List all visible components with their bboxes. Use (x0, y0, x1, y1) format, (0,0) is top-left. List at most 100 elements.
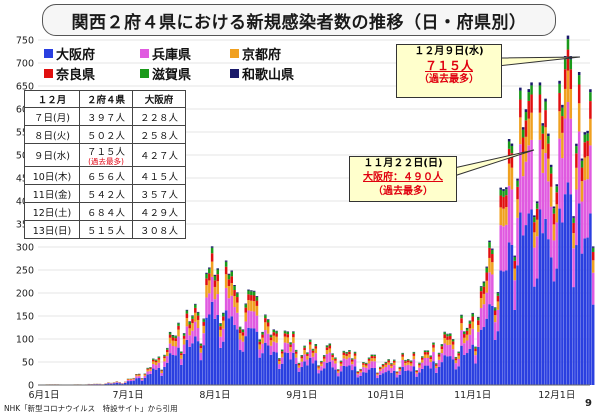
bar-segment (325, 362, 329, 385)
bar-segment (213, 286, 217, 300)
bar-segment (174, 338, 177, 342)
bar-segment (561, 107, 564, 117)
bar-segment (191, 315, 194, 317)
bar-segment (591, 260, 595, 273)
bar-segment (208, 293, 211, 315)
bar-segment (395, 371, 399, 373)
bar-segment (418, 372, 421, 385)
bar-segment (549, 257, 553, 385)
bar-segment (577, 71, 581, 76)
bar-segment (328, 361, 332, 385)
bar-segment (454, 358, 458, 361)
bar-segment (244, 321, 248, 337)
bar-segment (115, 382, 119, 383)
bar-segment (292, 352, 295, 385)
bar-segment (275, 342, 278, 353)
bar-segment (233, 307, 236, 326)
bar-segment (230, 270, 233, 272)
bar-segment (569, 118, 573, 195)
bar-segment (499, 225, 502, 271)
bar-segment (191, 318, 194, 324)
bar-segment (398, 369, 402, 371)
bar-segment (308, 340, 312, 342)
bar-segment (275, 331, 278, 334)
bar-segment (513, 280, 517, 310)
bar-segment (381, 366, 385, 369)
bar-segment (449, 333, 452, 336)
bar-segment (530, 112, 533, 140)
bar-segment (505, 270, 508, 385)
bar-segment (272, 329, 276, 330)
legend-label: 奈良県 (56, 68, 96, 83)
bar-segment (350, 361, 354, 365)
bar-segment (468, 328, 472, 335)
bar-segment (493, 307, 497, 309)
bar-segment (563, 88, 567, 119)
bar-segment (435, 364, 438, 366)
bar-segment (471, 312, 474, 314)
bar-segment (583, 132, 587, 135)
bar-segment (300, 358, 304, 362)
december-table: １２月 ２府４県 大阪府 ７日(月) ３９７人 ２２８人 ８日(火) ５０２人 … (24, 90, 186, 239)
bar-segment (168, 343, 172, 354)
bar-segment (331, 360, 334, 368)
bar-segment (555, 184, 559, 187)
bar-segment (269, 345, 273, 355)
bar-segment (241, 329, 245, 333)
bar-segment (334, 358, 337, 361)
bar-segment (572, 287, 575, 385)
bar-segment (286, 331, 290, 333)
bar-segment (166, 352, 169, 357)
bar-segment (575, 153, 578, 168)
bar-segment (205, 297, 208, 318)
bar-segment (575, 146, 578, 154)
bar-segment (191, 316, 194, 319)
bar-segment (443, 338, 446, 344)
bar-segment (247, 327, 250, 385)
bar-segment (224, 274, 228, 288)
bar-segment (258, 339, 262, 342)
bar-segment (437, 356, 441, 360)
bar-segment (493, 339, 497, 385)
bar-segment (401, 356, 404, 360)
bar-segment (591, 251, 595, 261)
bar-segment (233, 285, 236, 287)
bar-segment (566, 49, 570, 71)
y-tick-label: 150 (16, 312, 34, 323)
bar-segment (311, 363, 315, 385)
bar-segment (563, 194, 567, 385)
bar-segment (370, 361, 374, 368)
bar-segment (387, 370, 390, 385)
bar-segment (392, 360, 396, 363)
bar-segment (317, 369, 320, 374)
bar-segment (241, 335, 245, 342)
bar-segment (280, 357, 284, 364)
bar-segment (325, 350, 329, 355)
bar-segment (541, 172, 545, 234)
bar-segment (255, 296, 259, 298)
bar-segment (174, 346, 177, 356)
bar-segment (533, 286, 536, 385)
bar-segment (252, 311, 256, 329)
table-cell-total: ５４２人 (79, 184, 133, 203)
y-tick-label: 250 (16, 266, 34, 277)
bar-segment (390, 364, 393, 366)
bar-segment (552, 281, 556, 385)
bar-segment (409, 361, 413, 364)
bar-segment (322, 368, 326, 385)
bar-segment (440, 362, 444, 385)
bar-segment (541, 233, 545, 385)
bar-segment (516, 180, 519, 187)
bar-segment (278, 358, 281, 360)
bar-segment (303, 346, 306, 348)
bar-segment (488, 247, 491, 258)
bar-segment (513, 260, 517, 269)
bar-segment (482, 281, 486, 283)
bar-segment (160, 375, 163, 385)
bar-segment (163, 358, 166, 362)
table-cell-date: 13日(日) (24, 220, 80, 239)
bar-segment (519, 212, 522, 385)
bar-segment (407, 370, 410, 385)
bar-segment (463, 334, 466, 338)
bar-segment (283, 331, 287, 334)
